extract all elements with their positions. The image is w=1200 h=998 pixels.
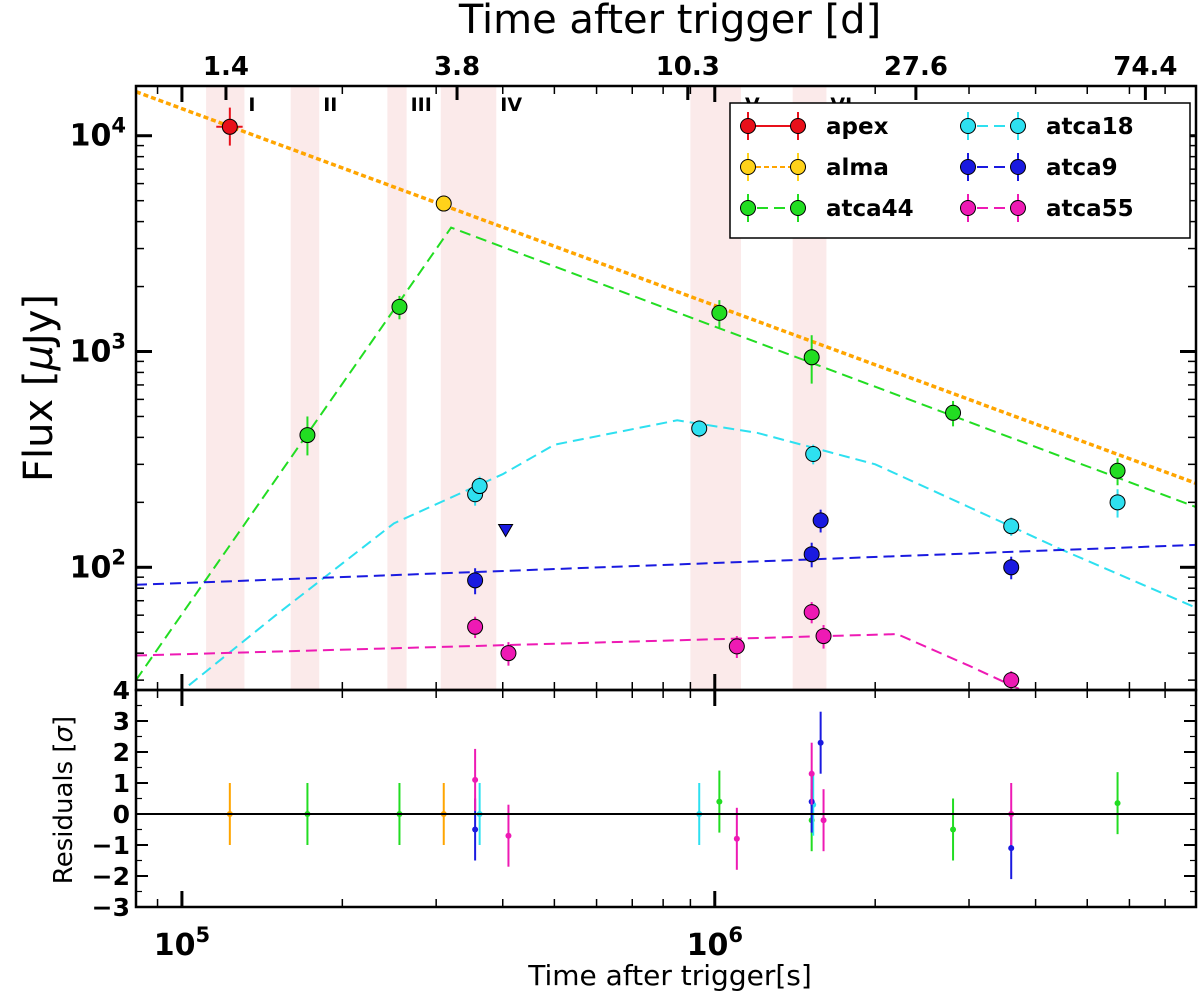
data-point-apex [221, 118, 238, 135]
data-point-atca18 [691, 420, 708, 437]
residual-point-atca9 [817, 739, 824, 746]
y-tick-label: 102 [70, 545, 126, 585]
data-point-atca55 [803, 604, 820, 621]
residual-y-tick-label: 0 [113, 800, 130, 829]
legend-marker-alma [740, 159, 756, 175]
legend-marker-atca55 [1010, 200, 1026, 216]
residual-y-tick-label: −1 [92, 831, 130, 860]
residual-point-atca55 [733, 835, 740, 842]
residual-point-atca55 [820, 817, 827, 824]
residual-point-atca44 [1114, 800, 1121, 807]
legend-marker-atca18 [1010, 118, 1026, 134]
top-x-tick-label: 3.8 [434, 52, 480, 82]
legend-marker-alma [790, 159, 806, 175]
legend-marker-atca18 [960, 118, 976, 134]
top-x-tick-label: 10.3 [656, 52, 720, 82]
residual-y-tick-label: 3 [113, 707, 130, 736]
data-point-atca55 [467, 618, 484, 635]
epoch-band [387, 86, 407, 690]
data-point-atca18 [1003, 518, 1020, 535]
legend-label-atca9: atca9 [1046, 155, 1118, 181]
data-point-atca55 [815, 628, 832, 645]
data-point-atca44 [391, 298, 408, 315]
residual-point-atca55 [808, 770, 815, 777]
x-tick-label: 105 [154, 923, 210, 963]
residual-point-atca44 [950, 826, 957, 833]
legend-marker-atca44 [740, 200, 756, 216]
residual-y-tick-label: −3 [92, 893, 130, 922]
residual-y-tick-label: 4 [113, 676, 130, 705]
legend-marker-apex [790, 118, 806, 134]
data-point-atca9 [467, 572, 484, 589]
y-tick-label: 104 [70, 114, 126, 154]
y-tick-label: 103 [70, 330, 126, 370]
epoch-band [206, 86, 245, 690]
residual-y-tick-label: 2 [113, 738, 130, 767]
data-point-atca44 [711, 304, 728, 321]
legend-label-atca44: atca44 [826, 196, 914, 222]
legend-marker-apex [740, 118, 756, 134]
residual-y-tick-label: −2 [92, 862, 130, 891]
epoch-band-label: III [411, 94, 432, 116]
data-point-atca44 [945, 404, 962, 421]
data-point-alma [435, 195, 452, 212]
top-axis-title: Time after trigger [d] [458, 0, 881, 43]
epoch-band [290, 86, 320, 690]
model-line-atca18 [181, 419, 1196, 690]
legend-marker-atca55 [960, 200, 976, 216]
legend: apex alma atca44 atca18 atca9 atca55 [729, 102, 1191, 239]
model-line-atca9 [136, 543, 1196, 586]
data-point-atca9 [812, 512, 829, 529]
residual-point-atca44 [716, 798, 723, 805]
top-x-tick-label: 27.6 [884, 52, 948, 82]
model-line-atca55 [136, 633, 1024, 690]
data-point-atca55 [500, 645, 517, 662]
model-line-alma [136, 90, 1196, 485]
residual-y-tick-label: 1 [113, 769, 130, 798]
data-point-atca55 [728, 638, 745, 655]
upper-limit-atca9 [497, 524, 514, 538]
data-point-atca18 [471, 478, 488, 495]
data-point-atca44 [299, 427, 316, 444]
epoch-band [440, 86, 497, 690]
data-point-atca18 [1109, 494, 1126, 511]
residual-point-atca55 [472, 776, 479, 783]
top-x-tick-label: 74.4 [1113, 52, 1177, 82]
residual-point-atca9 [472, 826, 479, 833]
residual-point-atca9 [1008, 845, 1015, 852]
epoch-band-label: II [323, 94, 337, 116]
data-point-atca44 [803, 349, 820, 366]
epoch-band-label: I [248, 94, 255, 116]
data-point-atca9 [803, 546, 820, 563]
residual-point-atca55 [505, 832, 512, 839]
data-point-atca18 [805, 446, 822, 463]
data-point-atca55 [1003, 672, 1020, 689]
legend-label-alma: alma [826, 155, 889, 181]
data-point-atca9 [1003, 559, 1020, 576]
residual-plot-frame [134, 688, 1198, 909]
data-point-atca44 [1109, 462, 1126, 479]
residuals-axis-title: Residuals [σ] [49, 716, 79, 884]
legend-marker-atca44 [790, 200, 806, 216]
legend-label-apex: apex [826, 114, 889, 140]
data-points [216, 107, 1126, 690]
top-x-tick-label: 1.4 [203, 52, 249, 82]
epoch-band-label: IV [500, 94, 522, 116]
x-tick-label: 106 [687, 923, 743, 963]
axes: 105 106 1.4 3.8 10.3 27.6 74.4 102 103 104 −3−2−10… [70, 52, 1198, 963]
y-axis-title: Flux [μJy] [16, 294, 62, 482]
legend-label-atca55: atca55 [1046, 196, 1134, 222]
residual-points [226, 711, 1121, 880]
legend-box [729, 102, 1191, 239]
legend-marker-atca9 [960, 159, 976, 175]
legend-label-atca18: atca18 [1046, 114, 1134, 140]
legend-marker-atca9 [1010, 159, 1026, 175]
x-axis-title: Time after trigger[s] [527, 959, 812, 992]
